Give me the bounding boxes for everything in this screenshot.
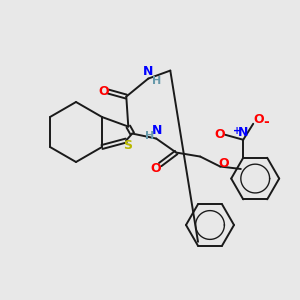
Text: N: N xyxy=(238,126,248,139)
Text: O: O xyxy=(253,113,263,126)
Text: H: H xyxy=(145,130,154,141)
Text: O: O xyxy=(214,128,224,141)
Text: S: S xyxy=(123,139,132,152)
Text: O: O xyxy=(98,85,109,98)
Text: N: N xyxy=(152,124,162,137)
Text: +: + xyxy=(233,126,241,136)
Text: O: O xyxy=(150,162,160,175)
Text: -: - xyxy=(263,115,269,129)
Text: H: H xyxy=(152,76,161,85)
Text: O: O xyxy=(218,157,229,170)
Text: N: N xyxy=(143,65,154,78)
